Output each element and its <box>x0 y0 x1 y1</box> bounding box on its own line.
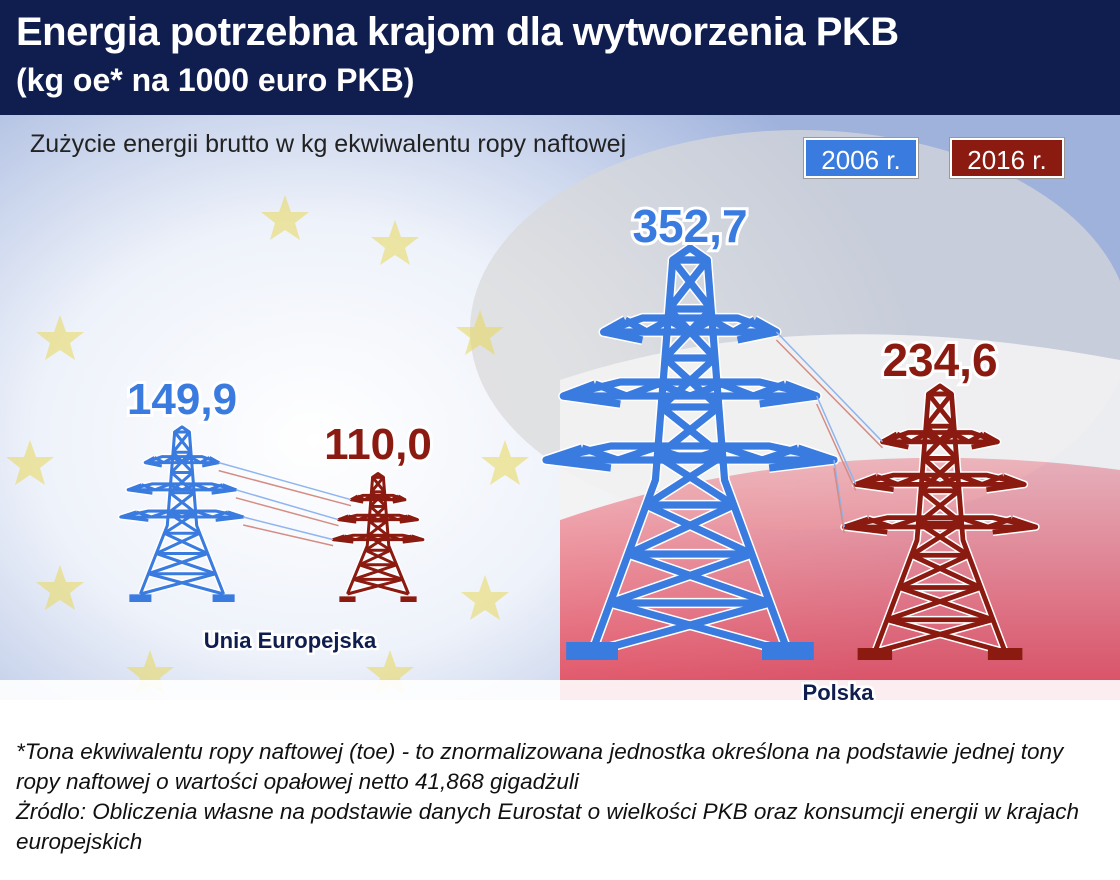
wire-line <box>243 516 334 541</box>
footnote-text: *Tona ekwiwalentu ropy naftowej (toe) - … <box>16 739 1064 794</box>
pylon-2006-pl <box>540 242 840 660</box>
pylon-2016-pl <box>840 382 1040 660</box>
category-label: Unia Europejska <box>204 628 377 653</box>
value-label: 110,0 <box>324 420 432 469</box>
page-title: Energia potrzebna krajom dla wytworzenia… <box>16 10 899 54</box>
value-label: 149,9 <box>127 375 237 424</box>
value-label: 352,7 <box>632 200 747 252</box>
wire-line <box>218 461 352 501</box>
pylon-2016-ue <box>330 470 426 602</box>
wire-line <box>235 497 339 527</box>
wire-line <box>243 524 334 547</box>
legend-item-2016: 2016 r. <box>950 138 1064 178</box>
wire-line <box>833 459 845 528</box>
wire-line <box>218 469 352 507</box>
legend-item-2006: 2006 r. <box>804 138 918 178</box>
wire-line <box>775 331 884 443</box>
wire-line <box>775 339 884 449</box>
source-text: Żródlo: Obliczenia własne na podstawie d… <box>16 799 1080 854</box>
chart-subtitle: Zużycie energii brutto w kg ekwiwalentu … <box>30 130 627 158</box>
footer-notes: *Tona ekwiwalentu ropy naftowej (toe) - … <box>16 737 1106 857</box>
category-label: Polska <box>803 680 875 705</box>
value-label: 234,6 <box>882 334 997 386</box>
wire-line <box>833 467 845 534</box>
header-bar: Energia potrzebna krajom dla wytworzenia… <box>0 0 1120 115</box>
wire-line <box>235 489 339 521</box>
page-subtitle: (kg oe* na 1000 euro PKB) <box>16 62 415 98</box>
wire-line <box>816 403 857 491</box>
wire-line <box>816 395 857 485</box>
pylon-2006-ue <box>117 423 247 602</box>
